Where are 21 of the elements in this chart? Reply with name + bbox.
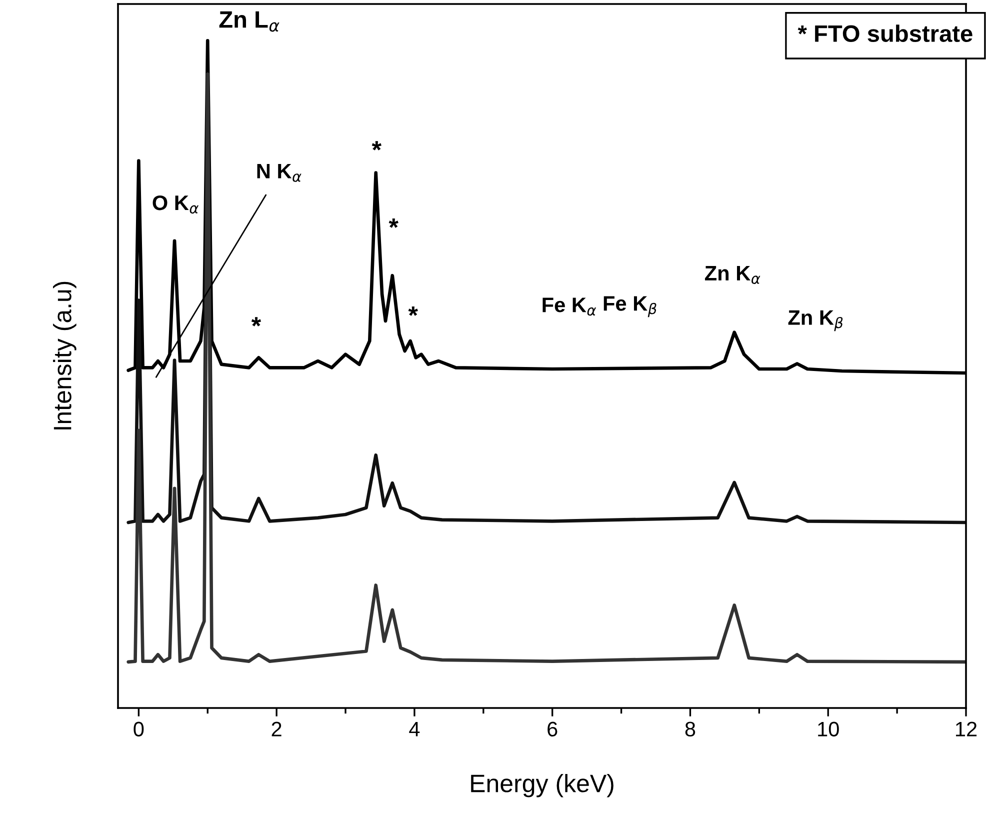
x-tick-label: 6 <box>548 722 558 736</box>
annotation: * <box>408 306 418 316</box>
y-axis-title: Intensity (a.u) <box>53 282 76 430</box>
x-tick-label: 4 <box>409 722 420 736</box>
x-tick-label: 10 <box>818 722 839 736</box>
annotation: N K$_{α}$ <box>257 164 302 182</box>
annotation: * <box>388 218 398 228</box>
x-tick-label: 2 <box>272 722 282 736</box>
annotation: Zn K$_{β}$ <box>788 310 843 332</box>
annotation: Fe K$_{α}$ <box>542 298 596 316</box>
x-tick-label: 12 <box>956 722 977 736</box>
annotation: * FTO substrate <box>798 24 972 42</box>
text: Zn L$_{α}$ <box>219 11 280 32</box>
annotation: Zn K$_{α}$ <box>704 266 760 284</box>
x-tick-label: 8 <box>685 722 696 736</box>
annotation: O K$_{α}$ <box>152 195 199 214</box>
x-axis-title: Energy (keV) <box>471 774 614 798</box>
annotation: Fe K$_{β}$ <box>604 296 656 318</box>
annotation: * <box>372 141 382 150</box>
annotation: * <box>251 317 262 326</box>
x-tick-label: 0 <box>134 722 144 736</box>
